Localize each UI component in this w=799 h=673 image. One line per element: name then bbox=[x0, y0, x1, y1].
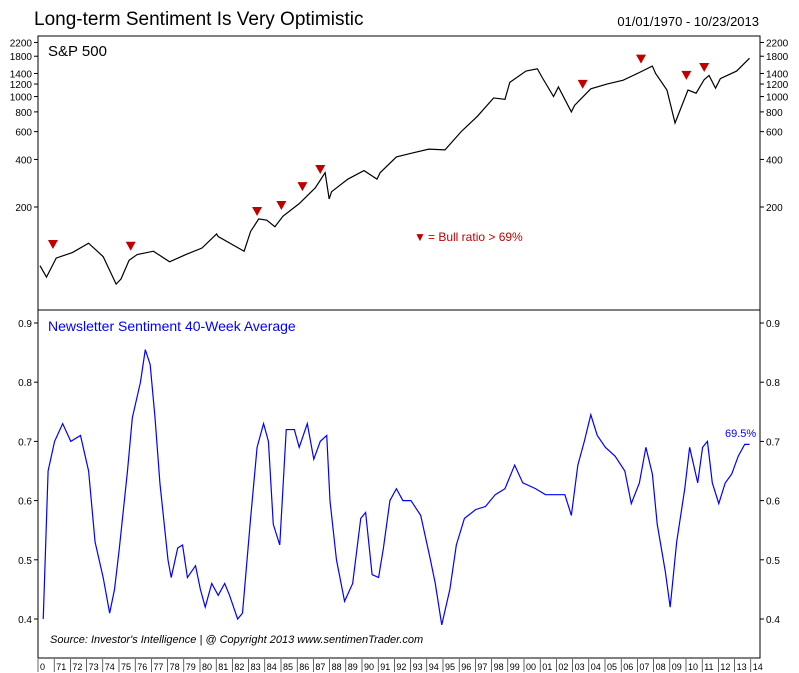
x-tick-label: 07 bbox=[639, 662, 649, 672]
sentiment-panel-frame bbox=[37, 309, 761, 659]
x-tick-label: 84 bbox=[267, 662, 277, 672]
bull-ratio-marker bbox=[636, 54, 647, 64]
x-tick-label: 95 bbox=[445, 662, 455, 672]
sentiment-tick-label-left: 0.7 bbox=[18, 437, 32, 448]
price-tick-label-right: 1800 bbox=[766, 52, 789, 63]
x-tick-label: 78 bbox=[170, 662, 180, 672]
x-tick-label: 90 bbox=[364, 662, 374, 672]
x-tick-label: 91 bbox=[380, 662, 390, 672]
sentiment-tick-label-left: 0.8 bbox=[18, 378, 32, 389]
x-tick-label: 06 bbox=[623, 662, 633, 672]
x-tick-label: 83 bbox=[251, 662, 261, 672]
price-tick-label-right: 200 bbox=[766, 203, 783, 214]
bull-ratio-marker bbox=[297, 182, 308, 192]
x-tick-label: 99 bbox=[510, 662, 520, 672]
price-tick-label-left: 800 bbox=[15, 108, 32, 119]
price-tick-label-right: 400 bbox=[766, 155, 783, 166]
x-tick-label: 13 bbox=[737, 662, 747, 672]
bull-ratio-marker bbox=[125, 241, 136, 251]
price-tick-label-left: 200 bbox=[15, 203, 32, 214]
x-tick-label: 89 bbox=[348, 662, 358, 672]
price-tick-label-right: 600 bbox=[766, 128, 783, 139]
x-tick-label: 14 bbox=[753, 662, 763, 672]
x-tick-label: 73 bbox=[89, 662, 99, 672]
x-tick-label: 94 bbox=[429, 662, 439, 672]
price-tick-label-right: 1400 bbox=[766, 69, 789, 80]
price-tick-label-left: 1400 bbox=[10, 69, 33, 80]
x-tick-label: 93 bbox=[413, 662, 423, 672]
x-tick-label: 88 bbox=[332, 662, 342, 672]
bull-ratio-marker bbox=[252, 206, 263, 216]
price-tick-label-right: 800 bbox=[766, 108, 783, 119]
price-tick-label-left: 1800 bbox=[10, 52, 33, 63]
sentiment-panel-title: Newsletter Sentiment 40-Week Average bbox=[48, 318, 296, 334]
sentiment-tick-label-right: 0.6 bbox=[766, 497, 780, 508]
x-tick-label: 87 bbox=[315, 662, 325, 672]
x-tick-label: 97 bbox=[477, 662, 487, 672]
bull-ratio-marker bbox=[276, 200, 287, 210]
bull-ratio-marker bbox=[47, 239, 58, 249]
x-tick-label: 02 bbox=[558, 662, 568, 672]
x-tick-label: 08 bbox=[656, 662, 666, 672]
x-tick-label: 81 bbox=[218, 662, 228, 672]
sentiment-tick-label-left: 0.5 bbox=[18, 556, 32, 567]
chart-title: Long-term Sentiment Is Very Optimistic bbox=[34, 9, 364, 30]
legend-marker-icon: ▼ bbox=[414, 230, 426, 244]
x-tick-label: 12 bbox=[720, 662, 730, 672]
x-tick-label: 86 bbox=[299, 662, 309, 672]
price-tick-label-left: 2200 bbox=[10, 38, 33, 49]
sentiment-tick-label-left: 0.6 bbox=[18, 497, 32, 508]
x-tick-label: 04 bbox=[591, 662, 601, 672]
x-tick-label: 85 bbox=[283, 662, 293, 672]
sentiment-tick-label-right: 0.5 bbox=[766, 556, 780, 567]
x-tick-label: 92 bbox=[396, 662, 406, 672]
x-tick-label: 10 bbox=[688, 662, 698, 672]
x-tick-label: 0 bbox=[40, 662, 45, 672]
bull-ratio-marker bbox=[699, 63, 710, 73]
sentiment-tick-label-right: 0.9 bbox=[766, 319, 780, 330]
price-tick-label-left: 600 bbox=[15, 128, 32, 139]
x-tick-label: 72 bbox=[72, 662, 82, 672]
price-panel-title: S&P 500 bbox=[48, 43, 107, 60]
price-tick-label-left: 1000 bbox=[10, 93, 33, 104]
x-tick-label: 76 bbox=[137, 662, 147, 672]
sentiment-tick-label-right: 0.4 bbox=[766, 615, 780, 626]
bull-ratio-marker bbox=[681, 70, 692, 80]
x-tick-label: 82 bbox=[234, 662, 244, 672]
x-tick-label: 79 bbox=[186, 662, 196, 672]
sentiment-line bbox=[42, 349, 750, 626]
price-tick-label-right: 2200 bbox=[766, 38, 789, 49]
x-tick-label: 03 bbox=[575, 662, 585, 672]
price-tick-label-right: 1000 bbox=[766, 93, 789, 104]
x-tick-label: 74 bbox=[105, 662, 115, 672]
sentiment-tick-label-left: 0.9 bbox=[18, 319, 32, 330]
x-tick-label: 71 bbox=[56, 662, 66, 672]
legend-label: = Bull ratio > 69% bbox=[428, 230, 523, 244]
date-range: 01/01/1970 - 10/23/2013 bbox=[617, 14, 759, 29]
price-tick-label-left: 400 bbox=[15, 155, 32, 166]
x-tick-label: 09 bbox=[672, 662, 682, 672]
current-value-label: 69.5% bbox=[725, 428, 756, 440]
x-tick-label: 80 bbox=[202, 662, 212, 672]
x-tick-label: 75 bbox=[121, 662, 131, 672]
x-tick-label: 98 bbox=[494, 662, 504, 672]
x-tick-label: 11 bbox=[704, 662, 713, 672]
x-tick-label: 00 bbox=[526, 662, 536, 672]
x-tick-label: 77 bbox=[153, 662, 163, 672]
source-text: Source: Investor's Intelligence | @ Copy… bbox=[50, 634, 423, 646]
price-tick-label-right: 1200 bbox=[766, 80, 789, 91]
x-tick-label: 01 bbox=[542, 662, 552, 672]
price-tick-label-left: 1200 bbox=[10, 80, 33, 91]
sp500-line bbox=[39, 57, 750, 286]
x-tick-label: 05 bbox=[607, 662, 617, 672]
price-panel-frame bbox=[37, 35, 761, 311]
x-tick-label: 96 bbox=[461, 662, 471, 672]
sentiment-tick-label-left: 0.4 bbox=[18, 615, 32, 626]
bull-ratio-marker bbox=[315, 164, 326, 174]
sentiment-tick-label-right: 0.7 bbox=[766, 437, 780, 448]
bull-ratio-marker bbox=[577, 79, 588, 89]
sentiment-tick-label-right: 0.8 bbox=[766, 378, 780, 389]
